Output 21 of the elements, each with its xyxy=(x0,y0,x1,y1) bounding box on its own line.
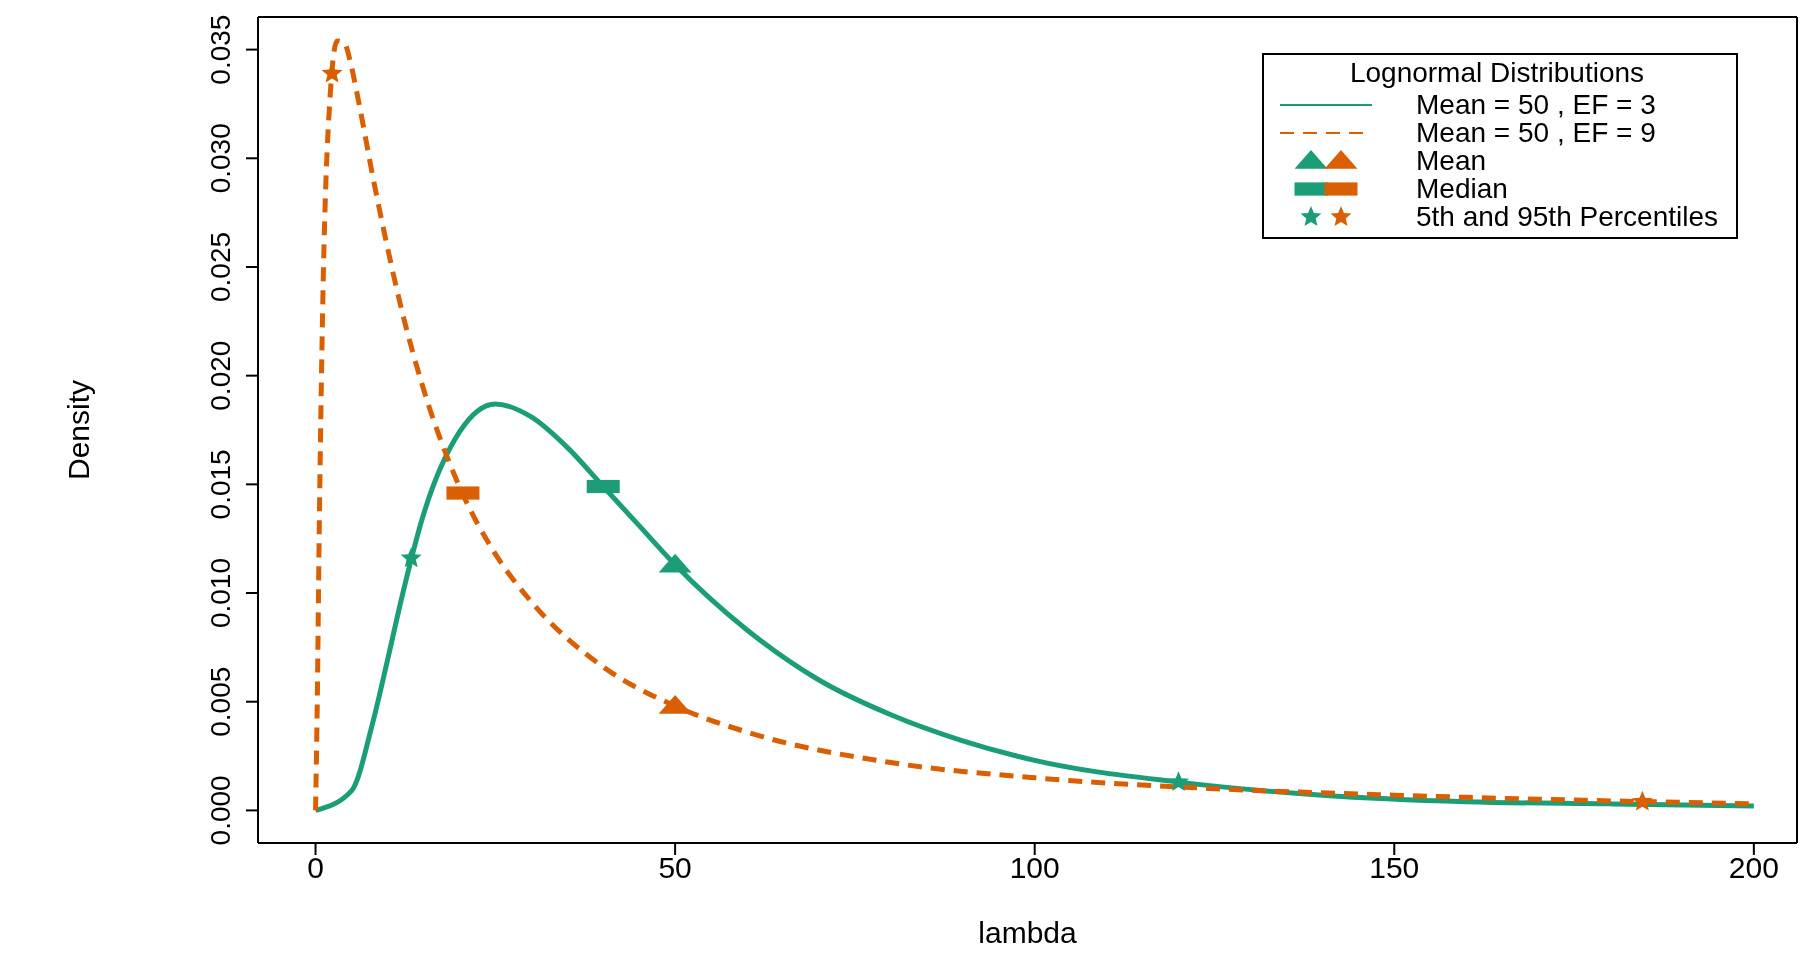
y-tick-label: 0.000 xyxy=(205,775,236,846)
y-tick-label: 0.030 xyxy=(205,123,236,194)
legend-label: Mean xyxy=(1416,145,1487,176)
legend-label: 5th and 95th Percentiles xyxy=(1416,201,1718,232)
x-tick-label: 0 xyxy=(307,851,324,885)
x-tick-label: 150 xyxy=(1369,851,1420,885)
y-tick-label: 0.005 xyxy=(205,666,236,737)
legend-label: Mean = 50 , EF = 3 xyxy=(1416,89,1656,120)
x-tick-label: 100 xyxy=(1009,851,1060,885)
y-axis-title: Density xyxy=(61,379,95,481)
y-tick-label: 0.020 xyxy=(205,340,236,411)
y-tick-label: 0.025 xyxy=(205,231,236,303)
y-tick-label: 0.035 xyxy=(205,14,236,85)
y-tick-label: 0.015 xyxy=(205,449,236,520)
legend-label: Mean = 50 , EF = 9 xyxy=(1416,117,1656,148)
legend-label: Median xyxy=(1416,173,1508,204)
legend-title: Lognormal Distributions xyxy=(1348,57,1646,88)
x-tick-label: 50 xyxy=(658,851,692,885)
x-tick-label: 200 xyxy=(1728,851,1779,885)
y-tick-label: 0.010 xyxy=(205,557,236,629)
x-axis-title: lambda xyxy=(978,916,1078,949)
